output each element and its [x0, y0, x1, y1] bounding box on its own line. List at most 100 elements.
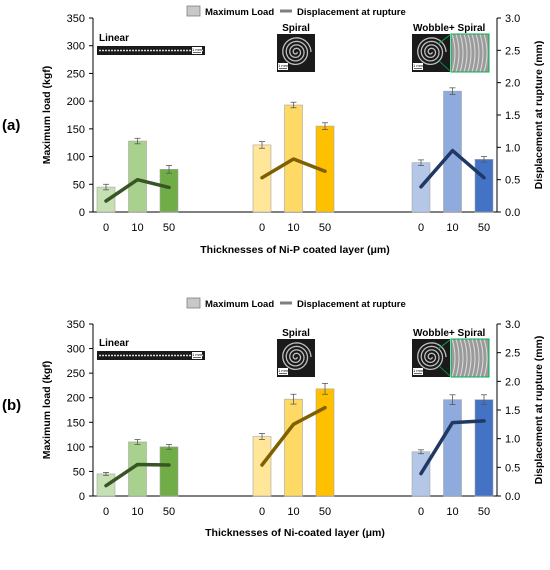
- x-tick-label: 10: [287, 506, 299, 518]
- scale-bar-box: [192, 352, 202, 359]
- scale-bar-box: [278, 63, 288, 70]
- legend-swatch-bar: [186, 297, 201, 309]
- wobble-track-shape: [483, 33, 488, 73]
- y2-tick-label: 2.0: [505, 78, 520, 90]
- y-tick-label: 100: [67, 442, 85, 454]
- scale-bar-box: [192, 47, 202, 54]
- bar-group-0: 0 10 50 Linear 1 mm: [96, 33, 205, 234]
- chart-panel-1: 0501001502002503003500.00.51.01.52.02.53…: [2, 297, 545, 539]
- x-tick-label: 10: [131, 506, 143, 518]
- bar-group-2: 0 10 50 Wobble+ Spiral 1 mm: [411, 328, 494, 518]
- wobble-track-shape: [467, 33, 472, 73]
- legend-label-line: Displacement at rupture: [297, 299, 406, 310]
- wobble-track-shape: [463, 338, 468, 378]
- displacement-line: [104, 177, 171, 203]
- wobble-track-shape: [475, 338, 480, 378]
- zoom-inset-frame: [450, 338, 490, 378]
- y-axis-label: Maximum load (kgf): [41, 66, 53, 165]
- displacement-line: [104, 462, 171, 488]
- x-tick-label: 10: [131, 222, 143, 234]
- y-tick-label: 50: [73, 179, 85, 191]
- y2-tick-label: 1.0: [505, 434, 520, 446]
- x-tick-label: 50: [319, 506, 331, 518]
- linear-specimen-image: 1 mm: [97, 351, 205, 360]
- y-tick-label: 0: [79, 207, 85, 219]
- bar-group-0: 0 10 50 Linear 1 mm: [96, 338, 205, 518]
- y2-axis-label: Displacement at rupture (mm): [533, 336, 545, 485]
- legend-label-line: Displacement at rupture: [297, 7, 406, 18]
- group-label: Spiral: [282, 328, 310, 339]
- wobble-spiral-specimen-image: 1 mm: [412, 338, 490, 378]
- group-label: Linear: [99, 338, 129, 349]
- legend-swatch-bar: [186, 5, 201, 17]
- x-tick-label: 0: [103, 506, 109, 518]
- wobble-track-shape: [459, 33, 464, 73]
- zoom-connector-line: [437, 34, 451, 45]
- group-label: Wobble+ Spiral: [413, 23, 486, 34]
- wobble-track-shape: [455, 33, 460, 73]
- bar: [474, 399, 494, 497]
- legend-label-bar: Maximum Load: [205, 7, 274, 18]
- y-tick-label: 100: [67, 152, 85, 164]
- spiral-track-shape: [417, 37, 447, 66]
- y-tick-label: 350: [67, 319, 85, 331]
- wobble-spiral-specimen-image: 1 mm: [412, 33, 490, 73]
- spiral-track-shape: [282, 342, 312, 371]
- legend: Maximum Load Displacement at rupture: [186, 297, 406, 310]
- x-axis-label: Thicknesses of Ni-coated layer (μm): [205, 527, 385, 539]
- bar: [159, 169, 179, 213]
- scale-bar-label: 1 mm: [192, 352, 203, 357]
- y2-tick-label: 1.5: [505, 405, 520, 417]
- scale-bar-label: 1 mm: [413, 368, 424, 373]
- zoom-connector-line: [437, 339, 451, 350]
- bar: [128, 140, 147, 213]
- scale-bar-label: 1 mm: [192, 47, 203, 52]
- group-label: Wobble+ Spiral: [413, 328, 486, 339]
- y-tick-label: 50: [73, 466, 85, 478]
- wobble-track-shape: [455, 338, 460, 378]
- wobble-track-shape: [479, 338, 484, 378]
- zoom-inset-frame: [450, 33, 490, 73]
- y-tick-label: 350: [67, 13, 85, 25]
- bar: [474, 159, 494, 213]
- x-axis-label: Thicknesses of Ni-P coated layer (μm): [200, 244, 389, 256]
- wobble-track-shape: [459, 338, 464, 378]
- y2-tick-label: 3.0: [505, 319, 520, 331]
- spiral-track-shape: [282, 37, 312, 66]
- zoom-connector-line: [437, 59, 451, 72]
- scale-bar-box: [413, 368, 423, 375]
- y2-axis-label: Displacement at rupture (mm): [533, 41, 545, 190]
- scale-bar-box: [413, 63, 423, 70]
- group-label: Linear: [99, 33, 129, 44]
- y2-tick-label: 2.5: [505, 348, 520, 360]
- group-label: Spiral: [282, 23, 310, 34]
- spiral-track-shape: [417, 342, 447, 371]
- bar: [284, 398, 303, 497]
- y-tick-label: 150: [67, 124, 85, 136]
- bar: [443, 399, 462, 497]
- x-tick-label: 0: [418, 506, 424, 518]
- y-tick-label: 250: [67, 68, 85, 80]
- x-tick-label: 50: [163, 506, 175, 518]
- y2-tick-label: 3.0: [505, 13, 520, 25]
- y2-tick-label: 0.5: [505, 462, 520, 474]
- scale-bar-label: 1 mm: [278, 63, 289, 68]
- x-tick-label: 50: [478, 222, 490, 234]
- wobble-track-shape: [451, 33, 456, 73]
- y-axis-label: Maximum load (kgf): [41, 361, 53, 460]
- panel-label: (b): [2, 397, 21, 414]
- wobble-track-shape: [463, 33, 468, 73]
- displacement-line: [419, 419, 486, 476]
- wobble-track-shape: [471, 338, 476, 378]
- spiral-specimen-image: 1 mm: [277, 34, 315, 72]
- y2-tick-label: 2.0: [505, 376, 520, 388]
- wobble-track-shape: [475, 33, 480, 73]
- x-tick-label: 50: [319, 222, 331, 234]
- bar-group-1: 0 10 50 Spiral 1 mm: [252, 328, 335, 518]
- wobble-track-shape: [479, 33, 484, 73]
- x-tick-label: 50: [163, 222, 175, 234]
- displacement-line: [260, 157, 327, 180]
- x-tick-label: 0: [259, 222, 265, 234]
- x-tick-label: 0: [259, 506, 265, 518]
